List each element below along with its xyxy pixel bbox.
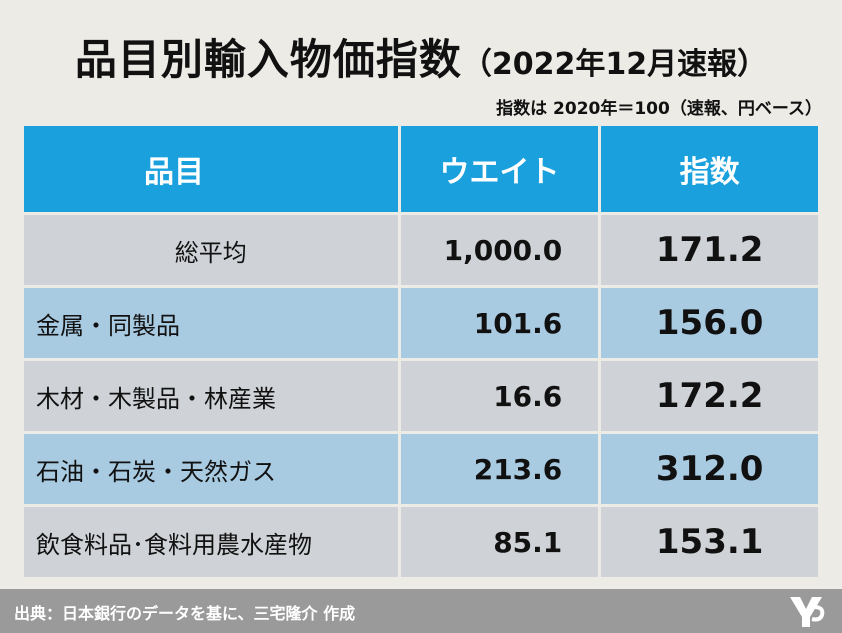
title-main: 品目別輸入物価指数 bbox=[74, 35, 462, 84]
row-weight: 16.6 bbox=[400, 361, 599, 431]
row-index: 156.0 bbox=[601, 288, 818, 358]
row-index: 172.2 bbox=[601, 361, 818, 431]
row-index: 171.2 bbox=[601, 215, 818, 285]
index-base-note: 指数は 2020年＝100（速報、円ベース） bbox=[496, 99, 822, 119]
table-row: 金属・同製品 101.6 156.0 bbox=[24, 288, 818, 358]
row-weight: 85.1 bbox=[400, 507, 599, 577]
row-weight: 101.6 bbox=[400, 288, 599, 358]
table-header-row: 品目 ウエイト 指数 bbox=[24, 126, 818, 212]
row-item: 石油・石炭・天然ガス bbox=[24, 434, 398, 504]
row-index: 312.0 bbox=[601, 434, 818, 504]
title-subtitle: （2022年12月速報） bbox=[461, 47, 768, 82]
header-item: 品目 bbox=[24, 126, 398, 212]
row-weight: 213.6 bbox=[400, 434, 599, 504]
table-row: 総平均 1,000.0 171.2 bbox=[24, 215, 818, 285]
header-weight: ウエイト bbox=[400, 126, 599, 212]
publisher-logo-icon bbox=[784, 593, 828, 633]
row-item: 総平均 bbox=[24, 215, 398, 285]
row-item: 木材・木製品・林産業 bbox=[24, 361, 398, 431]
table-row: 飲食料品･食料用農水産物 85.1 153.1 bbox=[24, 507, 818, 577]
row-index: 153.1 bbox=[601, 507, 818, 577]
footer-bar: 出典：日本銀行のデータを基に、三宅隆介 作成 bbox=[0, 589, 842, 633]
row-item: 飲食料品･食料用農水産物 bbox=[24, 507, 398, 577]
data-table: 品目 ウエイト 指数 総平均 1,000.0 171.2 金属・同製品 101.… bbox=[24, 126, 818, 577]
header-index: 指数 bbox=[601, 126, 818, 212]
source-credit: 出典：日本銀行のデータを基に、三宅隆介 作成 bbox=[14, 604, 356, 623]
table-row: 石油・石炭・天然ガス 213.6 312.0 bbox=[24, 434, 818, 504]
row-item: 金属・同製品 bbox=[24, 288, 398, 358]
row-weight: 1,000.0 bbox=[400, 215, 599, 285]
table-row: 木材・木製品・林産業 16.6 172.2 bbox=[24, 361, 818, 431]
chart-title: 品目別輸入物価指数（2022年12月速報） bbox=[0, 26, 842, 87]
